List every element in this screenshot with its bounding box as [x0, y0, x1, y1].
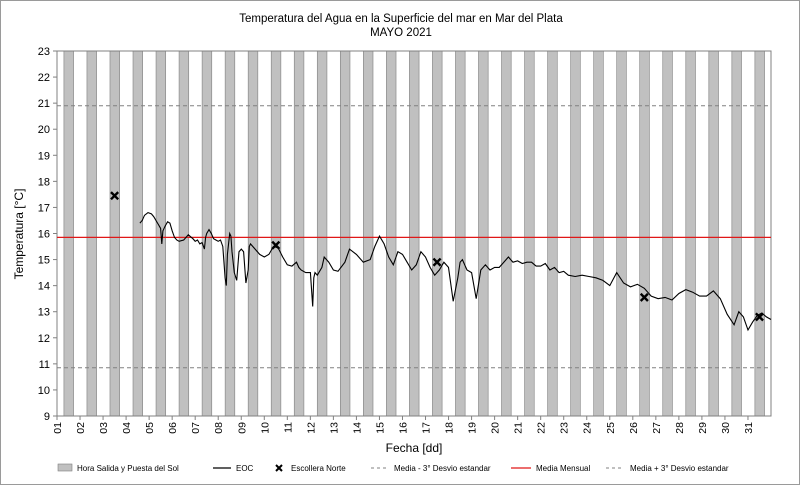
- legend-label: Escollera Norte: [291, 464, 346, 473]
- legend-swatch: [57, 463, 73, 472]
- x-tick-label: 21: [513, 422, 525, 434]
- legend-label: Hora Salida y Puesta del Sol: [77, 464, 179, 473]
- x-tick-label: 04: [121, 422, 133, 434]
- y-tick-label: 13: [38, 307, 50, 319]
- y-tick-label: 15: [38, 255, 50, 267]
- x-tick-label: 18: [444, 422, 456, 434]
- legend-item: Media Mensual: [511, 464, 590, 473]
- y-tick-label: 18: [38, 176, 50, 188]
- x-tick-label: 31: [743, 422, 755, 434]
- legend-item: Hora Salida y Puesta del Sol: [57, 463, 179, 473]
- x-tick-label: 25: [605, 422, 617, 434]
- legend-label: Media - 3° Desvio estandar: [394, 464, 491, 473]
- y-tick-label: 10: [38, 385, 50, 397]
- x-tick-label: 13: [328, 422, 340, 434]
- x-tick-label: 06: [167, 422, 179, 434]
- y-axis-label: Temperatura [°C]: [12, 189, 26, 280]
- x-tick-label: 16: [397, 422, 409, 434]
- legend-swatch: [275, 464, 283, 472]
- escollera-norte-point: [271, 240, 281, 250]
- x-tick-label: 20: [490, 422, 502, 434]
- x-tick-label: 09: [236, 422, 248, 434]
- eoc-series-line: [139, 211, 772, 332]
- x-tick-label: 15: [374, 422, 386, 434]
- x-tick-label: 10: [259, 422, 271, 434]
- legend-item: EOC: [213, 464, 254, 473]
- y-tick-label: 14: [38, 281, 50, 293]
- escollera-norte-point: [432, 257, 442, 267]
- legend-item: Media - 3° Desvio estandar: [371, 464, 491, 473]
- escollera-norte-point: [110, 191, 120, 201]
- x-axis-label: Fecha [dd]: [386, 441, 443, 455]
- x-tick-label: 11: [282, 422, 294, 433]
- x-tick-label: 08: [213, 422, 225, 434]
- y-tick-label: 19: [38, 150, 50, 162]
- chart-subtitle: MAYO 2021: [370, 27, 432, 39]
- y-tick-label: 23: [38, 46, 50, 58]
- y-tick-label: 9: [44, 411, 50, 423]
- chart-title: Temperatura del Agua en la Superficie de…: [239, 13, 563, 25]
- x-tick-label: 07: [190, 422, 202, 434]
- legend-item: Escollera Norte: [275, 464, 346, 473]
- x-tick-label: 05: [144, 422, 156, 434]
- x-tick-label: 12: [305, 422, 317, 434]
- axes: 9 10 11 12 13 14 15 16 17 18 19 20 21 22 23 01 02 03 04 05 0…: [38, 46, 755, 434]
- x-tick-label: 03: [98, 422, 110, 434]
- x-tick-label: 23: [559, 422, 571, 434]
- x-tick-label: 30: [720, 422, 732, 434]
- legend-label: EOC: [236, 464, 254, 473]
- x-tick-label: 17: [421, 422, 433, 434]
- y-tick-label: 21: [38, 98, 50, 110]
- legend: Hora Salida y Puesta del Sol EOC Escollera…: [57, 463, 729, 473]
- series-layer: [110, 191, 772, 332]
- x-tick-label: 14: [351, 422, 363, 434]
- y-tick-label: 20: [38, 124, 50, 136]
- legend-label: Media Mensual: [536, 464, 590, 473]
- escollera-norte-point: [755, 312, 764, 322]
- x-tick-label: 22: [536, 422, 548, 434]
- reference-lines: [57, 105, 771, 369]
- x-tick-label: 27: [651, 422, 663, 434]
- x-tick-label: 28: [674, 422, 686, 434]
- y-tick-label: 22: [38, 72, 50, 84]
- x-tick-label: 19: [467, 422, 479, 434]
- escollera-norte-point: [639, 292, 649, 302]
- x-tick-label: 29: [697, 422, 709, 434]
- x-tick-label: 24: [582, 422, 594, 434]
- y-tick-label: 11: [39, 359, 50, 371]
- y-tick-label: 12: [38, 333, 50, 345]
- x-tick-label: 26: [628, 422, 640, 434]
- y-tick-label: 17: [38, 202, 50, 214]
- y-tick-label: 16: [38, 229, 50, 241]
- x-tick-label: 01: [52, 422, 64, 434]
- x-tick-label: 02: [75, 422, 87, 434]
- legend-item: Media + 3° Desvio estandar: [606, 464, 729, 473]
- legend-label: Media + 3° Desvio estandar: [630, 464, 729, 473]
